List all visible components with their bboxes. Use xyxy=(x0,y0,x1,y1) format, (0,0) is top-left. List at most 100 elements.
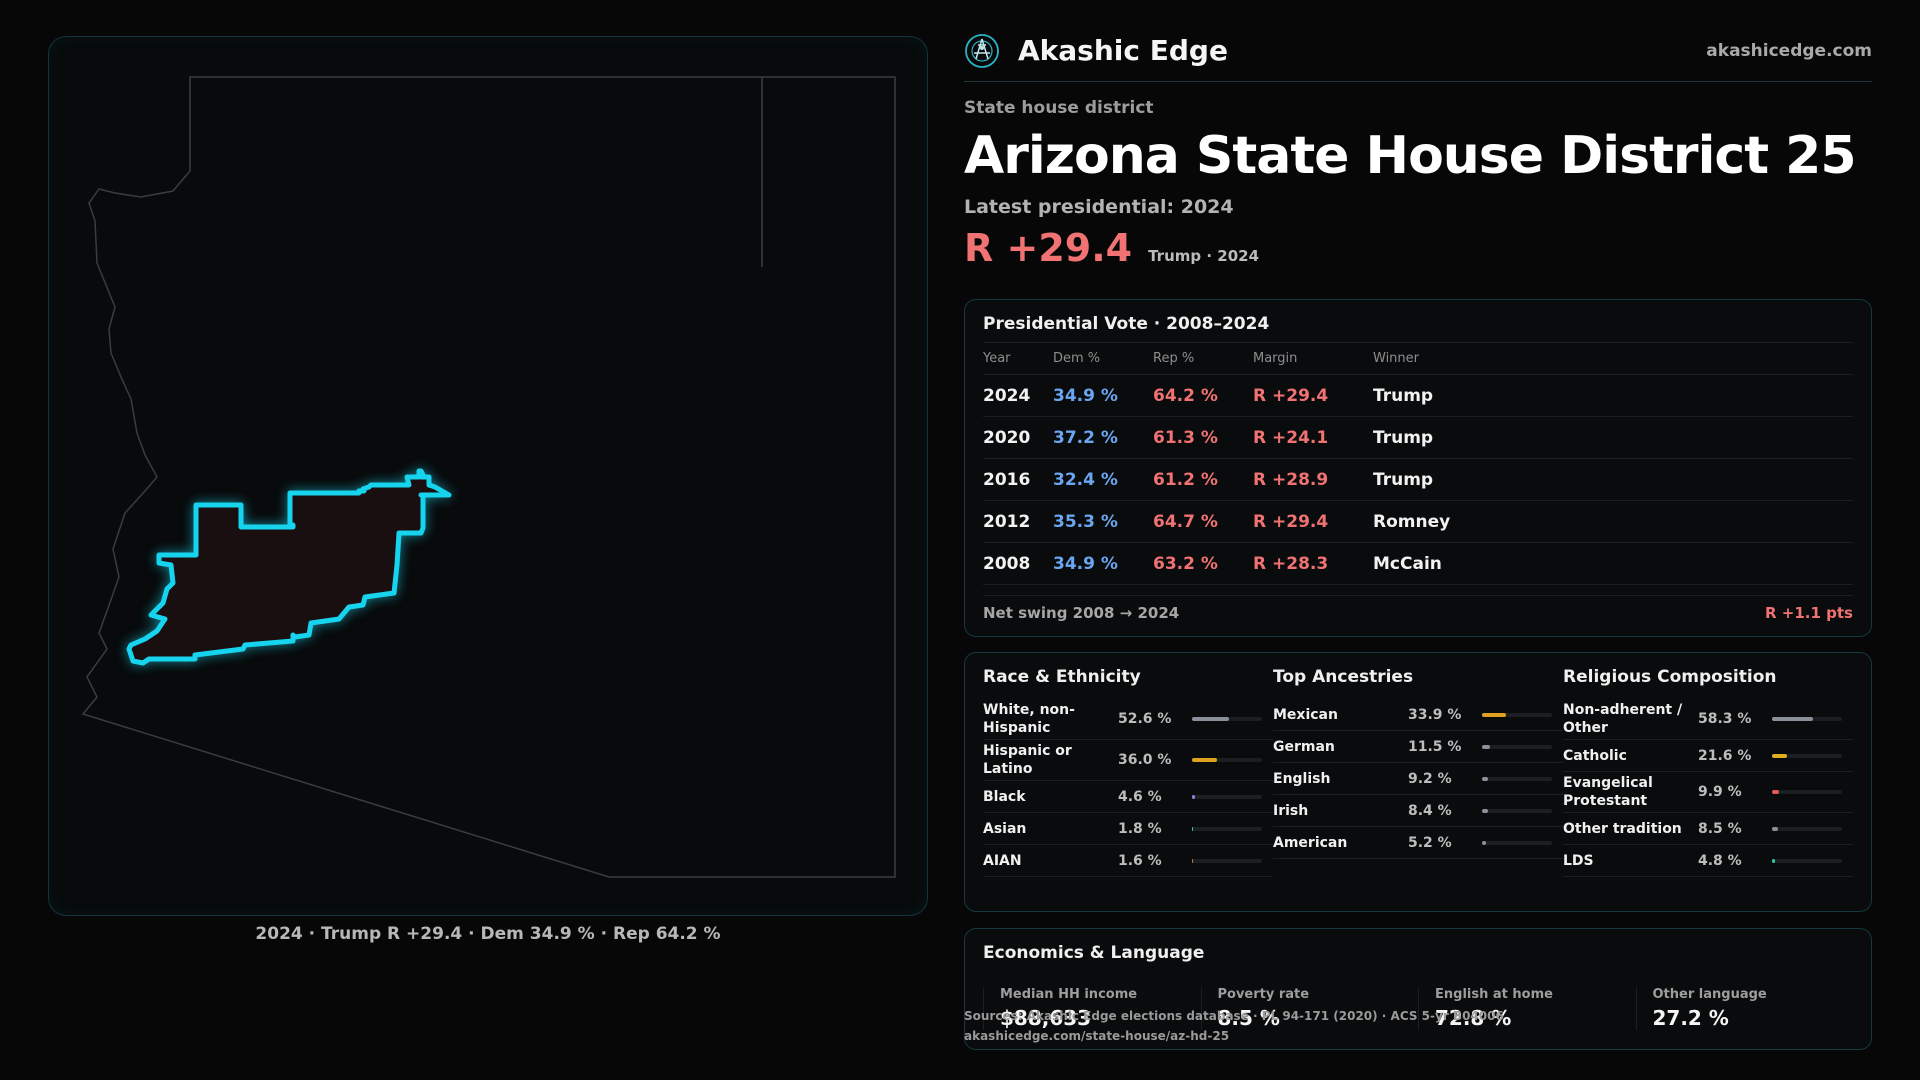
table-row[interactable]: 2008 34.9 % 63.2 % R +28.3 McCain xyxy=(983,543,1853,585)
list-item: LDS 4.8 % xyxy=(1563,845,1853,877)
winner-cell: Trump xyxy=(1373,385,1434,406)
share-bar-fill xyxy=(1482,712,1506,717)
margin-cell: R +29.4 xyxy=(1253,385,1329,406)
header-margin: Margin xyxy=(1253,351,1298,366)
header-winner: Winner xyxy=(1373,351,1420,366)
district-map[interactable] xyxy=(49,37,929,917)
table-row[interactable]: 2012 35.3 % 64.7 % R +29.4 Romney xyxy=(983,501,1853,543)
share-bar-fill xyxy=(1482,776,1489,781)
share-bar xyxy=(1192,717,1262,721)
race-ethnicity-section: Race & Ethnicity White, non-Hispanic 52.6… xyxy=(983,667,1273,897)
share-bar xyxy=(1482,744,1552,749)
item-label: Other tradition xyxy=(1563,820,1682,837)
table-row[interactable]: 2016 32.4 % 61.2 % R +28.9 Trump xyxy=(983,459,1853,501)
district-type: State house district xyxy=(964,98,1154,118)
district-shape[interactable] xyxy=(126,468,452,666)
economics-title: Economics & Language xyxy=(983,943,1205,963)
table-row[interactable]: 2020 37.2 % 61.3 % R +24.1 Trump xyxy=(983,417,1853,459)
share-bar xyxy=(1772,790,1842,794)
share-bar xyxy=(1482,808,1552,813)
economics-card: Economics & Language Median HH income $88… xyxy=(964,928,1872,1050)
share-bar xyxy=(1772,858,1842,863)
winner-cell: Romney xyxy=(1373,511,1451,532)
economics-stat: English at home 72.8 % xyxy=(1418,987,1636,1030)
list-item: Irish 8.4 % xyxy=(1273,795,1563,827)
stat-label: English at home xyxy=(1435,987,1553,1002)
latest-presidential-label: Latest presidential: 2024 xyxy=(964,196,1234,218)
list-item: Hispanic or Latino 36.0 % xyxy=(983,740,1273,781)
race-list: White, non-Hispanic 52.6 % Hispanic or Lat… xyxy=(983,699,1273,877)
item-label: Evangelical Protestant xyxy=(1563,775,1653,809)
latest-margin-sub: Trump · 2024 xyxy=(1148,247,1260,265)
map-caption: 2024 · Trump R +29.4 · Dem 34.9 % · Rep … xyxy=(255,924,721,944)
item-label: Catholic xyxy=(1563,747,1627,764)
rep-cell: 63.2 % xyxy=(1153,553,1218,574)
presidential-card-title: Presidential Vote · 2008–2024 xyxy=(983,314,1853,343)
share-bar-fill xyxy=(1482,840,1486,845)
item-value: 1.6 % xyxy=(1118,852,1162,869)
source-url[interactable]: akashicedge.com/state-house/az-hd-25 xyxy=(964,1029,1230,1043)
header-rep: Rep % xyxy=(1153,351,1195,366)
list-item: English 9.2 % xyxy=(1273,763,1563,795)
share-bar-fill xyxy=(1192,858,1194,863)
share-bar-fill xyxy=(1772,826,1778,831)
year-cell: 2008 xyxy=(983,553,1031,574)
margin-cell: R +29.4 xyxy=(1253,511,1329,532)
item-value: 4.6 % xyxy=(1118,788,1162,805)
winner-cell: Trump xyxy=(1373,469,1434,490)
item-value: 1.8 % xyxy=(1118,820,1162,837)
item-value: 9.2 % xyxy=(1408,770,1452,787)
item-label: Asian xyxy=(983,820,1027,837)
map-panel[interactable] xyxy=(48,36,928,916)
share-bar xyxy=(1192,826,1262,831)
religion-title: Religious Composition xyxy=(1563,667,1777,687)
share-bar-fill xyxy=(1772,790,1779,794)
stat-label: Other language xyxy=(1652,987,1767,1002)
table-row[interactable]: 2024 34.9 % 64.2 % R +29.4 Trump xyxy=(983,375,1853,417)
item-value: 33.9 % xyxy=(1408,706,1462,723)
list-item: White, non-Hispanic 52.6 % xyxy=(983,699,1273,740)
item-label: LDS xyxy=(1563,852,1594,869)
item-label: Black xyxy=(983,788,1026,805)
year-cell: 2020 xyxy=(983,427,1031,448)
share-bar-fill xyxy=(1772,717,1813,721)
list-item: Non-adherent / Other 58.3 % xyxy=(1563,699,1853,740)
list-item: Mexican 33.9 % xyxy=(1273,699,1563,731)
rep-cell: 61.2 % xyxy=(1153,469,1218,490)
share-bar xyxy=(1482,776,1552,781)
demographics-card: Race & Ethnicity White, non-Hispanic 52.6… xyxy=(964,652,1872,912)
share-bar xyxy=(1192,858,1262,863)
share-bar xyxy=(1772,826,1842,831)
sources-text: Sources: Akashic Edge elections database… xyxy=(964,1009,1504,1023)
list-item: American 5.2 % xyxy=(1273,827,1563,859)
list-item: Black 4.6 % xyxy=(983,781,1273,813)
winner-cell: Trump xyxy=(1373,427,1434,448)
religion-list: Non-adherent / Other 58.3 % Catholic 21.6 %… xyxy=(1563,699,1853,877)
stat-value: 8.5 % xyxy=(1217,1006,1280,1030)
header-year: Year xyxy=(983,351,1011,366)
brand-url[interactable]: akashicedge.com xyxy=(1706,40,1872,61)
state-outline xyxy=(81,76,896,878)
item-label: Hispanic or Latino xyxy=(983,743,1072,777)
race-title: Race & Ethnicity xyxy=(983,667,1141,687)
dem-cell: 34.9 % xyxy=(1053,385,1118,406)
stat-value: 27.2 % xyxy=(1652,1006,1729,1030)
item-value: 5.2 % xyxy=(1408,834,1452,851)
presidential-table-body: 2024 34.9 % 64.2 % R +29.4 Trump 2020 37.2 % 61… xyxy=(983,375,1853,585)
share-bar-fill xyxy=(1192,717,1229,721)
district-summary: Akashic Edge akashicedge.com State house… xyxy=(964,30,1872,270)
stat-value: 72.8 % xyxy=(1435,1006,1512,1030)
share-bar xyxy=(1482,840,1552,845)
year-cell: 2012 xyxy=(983,511,1031,532)
stat-value: $88,633 xyxy=(1000,1006,1092,1030)
list-item: German 11.5 % xyxy=(1273,731,1563,763)
item-value: 9.9 % xyxy=(1698,784,1742,800)
rep-cell: 64.7 % xyxy=(1153,511,1218,532)
winner-cell: McCain xyxy=(1373,553,1442,574)
header-dem: Dem % xyxy=(1053,351,1101,366)
item-value: 11.5 % xyxy=(1408,738,1462,755)
share-bar xyxy=(1772,753,1842,758)
item-label: White, non-Hispanic xyxy=(983,702,1075,736)
share-bar-fill xyxy=(1482,744,1491,749)
stat-label: Poverty rate xyxy=(1217,987,1310,1002)
